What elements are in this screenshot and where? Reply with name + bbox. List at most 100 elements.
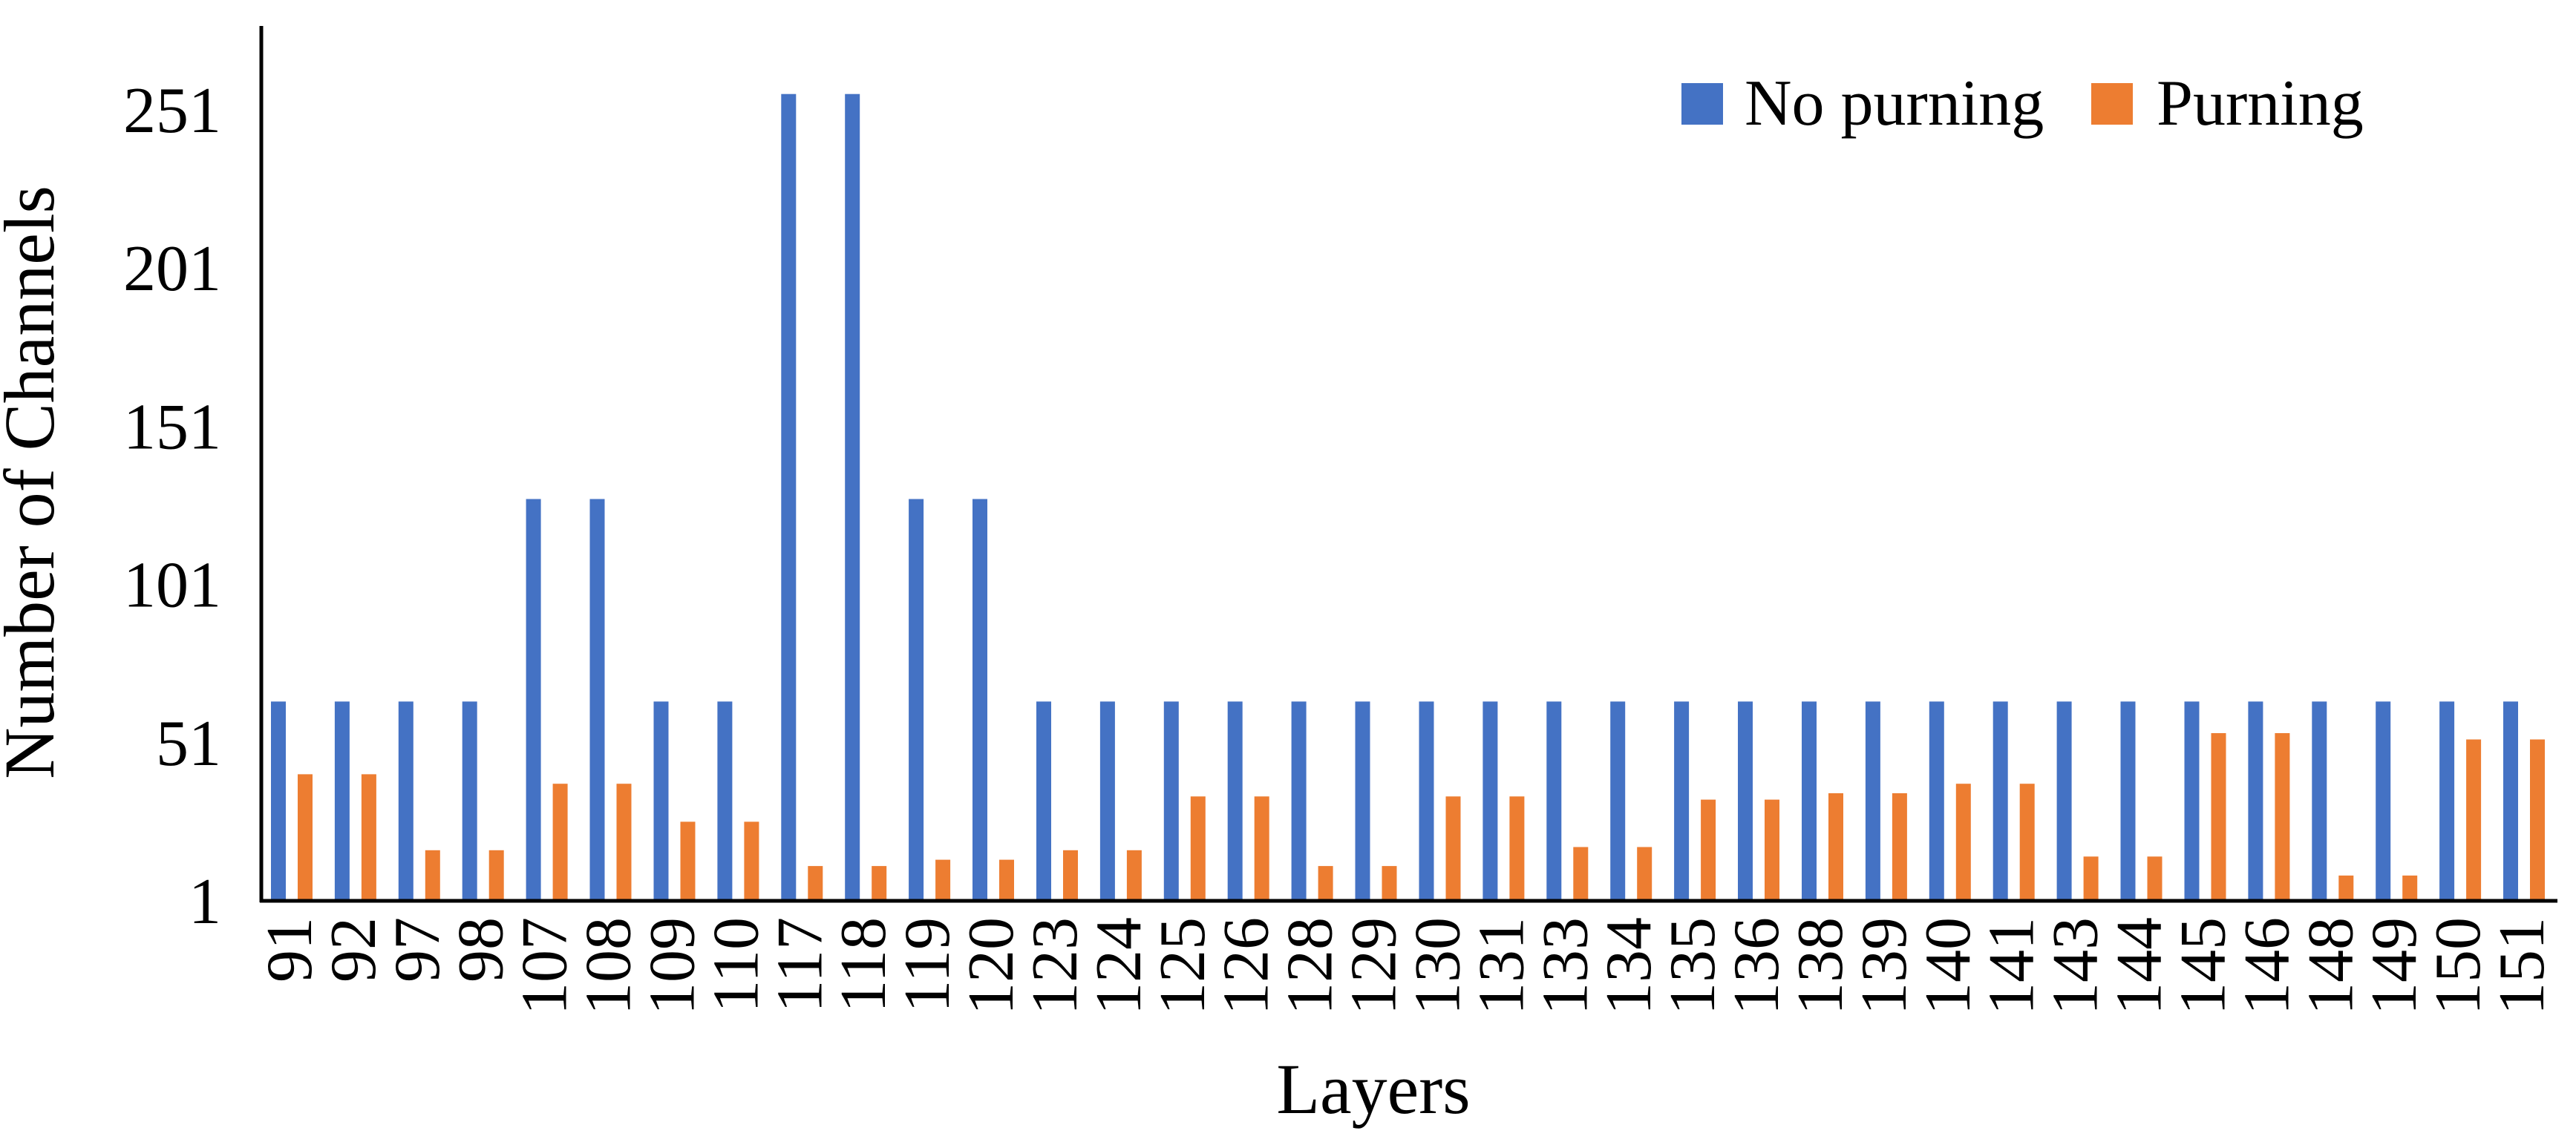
bar-pruning-91 bbox=[298, 774, 313, 901]
bar-no-pruning-128 bbox=[1291, 701, 1307, 901]
x-tick-label: 145 bbox=[2168, 917, 2240, 1015]
bar-no-pruning-129 bbox=[1355, 701, 1370, 901]
bar-no-pruning-138 bbox=[1802, 701, 1817, 901]
bar-pruning-148 bbox=[2338, 875, 2354, 901]
x-tick-label: 138 bbox=[1785, 917, 1857, 1015]
bar-no-pruning-151 bbox=[2503, 701, 2518, 901]
bar-pruning-140 bbox=[1955, 784, 1971, 901]
bar-pruning-97 bbox=[425, 850, 440, 901]
bar-pruning-110 bbox=[744, 821, 759, 901]
bar-no-pruning-150 bbox=[2439, 701, 2455, 901]
bar-no-pruning-124 bbox=[1099, 701, 1115, 901]
x-tick-label: 118 bbox=[828, 917, 900, 1013]
bar-pruning-134 bbox=[1637, 847, 1653, 901]
bar-no-pruning-123 bbox=[1036, 701, 1051, 901]
bars-layer bbox=[271, 93, 2545, 902]
bar-no-pruning-144 bbox=[2120, 701, 2136, 901]
bar-pruning-150 bbox=[2466, 739, 2482, 901]
bar-no-pruning-126 bbox=[1227, 701, 1243, 901]
x-tick-label: 124 bbox=[1083, 917, 1155, 1015]
bar-pruning-92 bbox=[361, 774, 376, 901]
axes-layer bbox=[259, 26, 2557, 903]
x-tick-label: 107 bbox=[509, 917, 581, 1015]
bar-pruning-131 bbox=[1509, 796, 1525, 901]
bar-pruning-109 bbox=[680, 821, 696, 901]
bar-pruning-120 bbox=[999, 859, 1014, 901]
legend-label-no-pruning: No purning bbox=[1745, 68, 2044, 140]
bar-pruning-139 bbox=[1892, 793, 1907, 901]
bar-no-pruning-136 bbox=[1738, 701, 1753, 901]
x-tick-label: 97 bbox=[382, 917, 454, 982]
x-tick-label: 134 bbox=[1593, 917, 1665, 1015]
bar-pruning-119 bbox=[935, 859, 951, 901]
bar-no-pruning-108 bbox=[589, 499, 605, 901]
bar-pruning-126 bbox=[1254, 796, 1269, 901]
y-tick-label: 201 bbox=[123, 233, 221, 305]
y-tick-label: 101 bbox=[123, 550, 221, 622]
bar-no-pruning-135 bbox=[1674, 701, 1690, 901]
x-tick-label: 133 bbox=[1529, 917, 1601, 1015]
x-tick-label: 110 bbox=[700, 917, 772, 1013]
x-tick-label: 131 bbox=[1465, 917, 1537, 1015]
x-tick-label: 108 bbox=[573, 917, 645, 1015]
bar-no-pruning-109 bbox=[653, 701, 669, 901]
bar-pruning-128 bbox=[1318, 866, 1333, 901]
bar-no-pruning-133 bbox=[1546, 701, 1562, 901]
x-axis-title: Layers bbox=[1276, 1049, 1470, 1129]
bar-no-pruning-140 bbox=[1929, 701, 1944, 901]
y-tick-label: 251 bbox=[123, 75, 221, 147]
legend-swatch-no-pruning bbox=[1681, 83, 1723, 125]
bar-pruning-145 bbox=[2211, 733, 2226, 901]
ticks-layer: 1511011512012519192979810710810911011711… bbox=[123, 75, 2558, 1015]
y-tick-label: 1 bbox=[189, 866, 221, 938]
x-tick-label: 140 bbox=[1912, 917, 1984, 1015]
bar-no-pruning-148 bbox=[2312, 701, 2327, 901]
x-tick-label: 151 bbox=[2486, 917, 2558, 1015]
bar-no-pruning-107 bbox=[526, 499, 541, 901]
bar-pruning-129 bbox=[1382, 866, 1397, 901]
x-tick-label: 141 bbox=[1976, 917, 2048, 1015]
x-tick-label: 130 bbox=[1402, 917, 1474, 1015]
bar-no-pruning-125 bbox=[1163, 701, 1179, 901]
bar-no-pruning-131 bbox=[1482, 701, 1498, 901]
bar-pruning-146 bbox=[2275, 733, 2290, 901]
bar-pruning-138 bbox=[1828, 793, 1843, 901]
bar-no-pruning-145 bbox=[2184, 701, 2200, 901]
bar-no-pruning-141 bbox=[1993, 701, 2008, 901]
x-tick-label: 125 bbox=[1147, 917, 1219, 1015]
bar-pruning-117 bbox=[808, 866, 823, 901]
x-tick-label: 109 bbox=[637, 917, 709, 1015]
bar-no-pruning-149 bbox=[2376, 701, 2391, 901]
x-tick-label: 126 bbox=[1211, 917, 1283, 1015]
x-tick-label: 119 bbox=[892, 917, 964, 1013]
bar-pruning-141 bbox=[2019, 784, 2035, 901]
x-tick-label: 150 bbox=[2422, 917, 2494, 1015]
bar-no-pruning-98 bbox=[462, 701, 477, 901]
x-tick-label: 129 bbox=[1338, 917, 1410, 1015]
x-tick-label: 135 bbox=[1657, 917, 1729, 1015]
bar-pruning-144 bbox=[2147, 856, 2163, 901]
legend: No purning Purning bbox=[1681, 68, 2364, 140]
bar-no-pruning-134 bbox=[1610, 701, 1626, 901]
x-tick-label: 92 bbox=[318, 917, 390, 982]
bar-pruning-151 bbox=[2530, 739, 2545, 901]
x-tick-label: 148 bbox=[2295, 917, 2367, 1015]
bar-pruning-149 bbox=[2402, 875, 2418, 901]
bar-pruning-125 bbox=[1190, 796, 1206, 901]
bar-no-pruning-110 bbox=[717, 701, 733, 901]
x-tick-label: 143 bbox=[2040, 917, 2112, 1015]
bar-no-pruning-120 bbox=[972, 499, 987, 901]
bar-pruning-107 bbox=[552, 784, 568, 901]
y-axis-title: Number of Channels bbox=[0, 186, 69, 779]
bar-no-pruning-118 bbox=[845, 93, 860, 902]
x-tick-label: 117 bbox=[764, 917, 836, 1013]
bar-no-pruning-130 bbox=[1419, 701, 1434, 901]
bar-pruning-130 bbox=[1445, 796, 1461, 901]
x-tick-label: 120 bbox=[955, 917, 1027, 1015]
bar-pruning-124 bbox=[1126, 850, 1142, 901]
bar-pruning-108 bbox=[616, 784, 632, 901]
x-tick-label: 144 bbox=[2104, 917, 2176, 1015]
bar-pruning-118 bbox=[872, 866, 887, 901]
